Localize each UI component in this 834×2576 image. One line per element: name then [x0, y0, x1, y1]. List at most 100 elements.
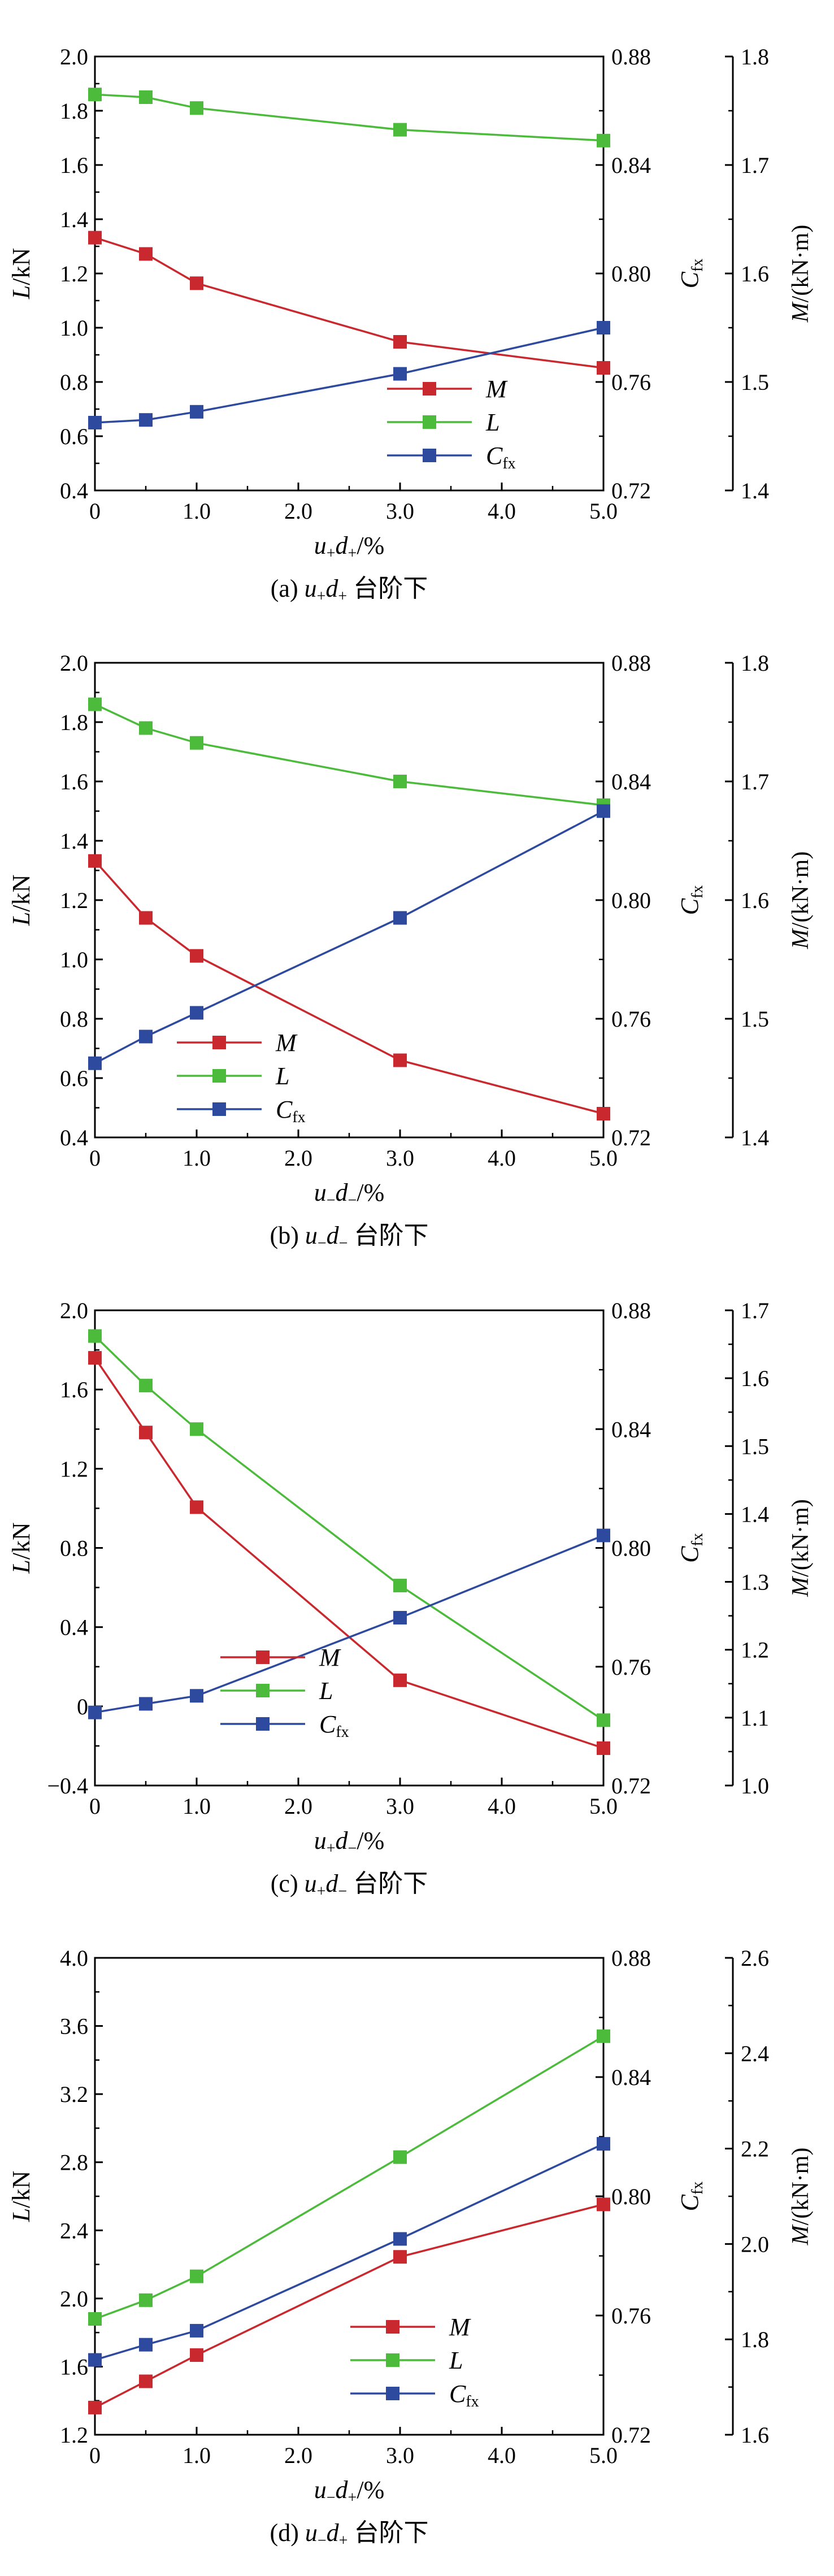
legend-marker-L	[212, 1069, 226, 1083]
mid-tick-label: 0.72	[611, 2422, 651, 2448]
right-tick-label: 1.6	[741, 261, 769, 286]
x-tick-label: 1.0	[183, 1145, 211, 1171]
right-tick-label: 1.8	[741, 2327, 769, 2352]
x-tick-label: 4.0	[488, 498, 516, 524]
data-point-Cfx	[190, 2323, 203, 2338]
mid-tick-label: 0.84	[611, 2065, 651, 2090]
left-tick-label: 1.2	[60, 2422, 88, 2448]
data-point-L	[190, 101, 203, 115]
right-tick-label: 1.4	[741, 1501, 769, 1527]
mid-axis-label: Cfx	[676, 259, 706, 289]
data-point-M	[190, 2348, 203, 2362]
data-point-L	[190, 2269, 203, 2283]
data-point-L	[393, 775, 407, 788]
data-point-M	[597, 1741, 610, 1755]
data-point-M	[393, 2250, 407, 2264]
series-line-L	[94, 703, 604, 806]
legend-marker-Cfx	[423, 449, 436, 462]
left-axis-label: L/kN	[7, 2171, 35, 2222]
right-tick-label: 2.4	[741, 2041, 769, 2066]
right-tick-label: 1.0	[741, 1773, 769, 1799]
legend-label-M: M	[485, 375, 508, 403]
series-line-M	[94, 236, 604, 369]
data-point-M	[597, 1107, 610, 1120]
data-point-Cfx	[393, 367, 407, 381]
right-tick-label: 2.0	[741, 2231, 769, 2257]
data-point-Cfx	[190, 405, 203, 419]
left-tick-label: 2.0	[60, 44, 88, 69]
x-tick-label: 0	[89, 2443, 101, 2468]
plot-frame	[94, 55, 605, 492]
data-point-L	[393, 123, 407, 137]
right-tick-label: 1.7	[741, 769, 769, 794]
x-tick-label: 4.0	[488, 2443, 516, 2468]
data-point-M	[190, 949, 203, 963]
mid-tick-label: 0.76	[611, 1006, 651, 1032]
left-tick-label: 1.6	[60, 769, 88, 794]
series-line-Cfx	[94, 2143, 604, 2361]
right-tick-label: 1.1	[741, 1705, 769, 1731]
data-point-Cfx	[393, 1611, 407, 1625]
data-point-L	[393, 1579, 407, 1593]
x-tick-label: 5.0	[589, 1793, 618, 1819]
series-line-L	[94, 1335, 604, 1721]
right-tick-label: 1.6	[741, 1366, 769, 1391]
x-axis-label: u+d−/%	[314, 1827, 384, 1857]
x-axis-label: u−d+/%	[314, 2476, 384, 2507]
series-line-M	[94, 2203, 604, 2409]
data-point-M	[139, 911, 153, 925]
right-tick-label: 1.4	[741, 1125, 769, 1150]
right-tick-label: 1.7	[741, 153, 769, 178]
legend-label-Cfx: Cfx	[449, 2380, 479, 2410]
mid-tick-label: 0.76	[611, 2303, 651, 2329]
mid-tick-label: 0.72	[611, 478, 651, 503]
left-tick-label: 0.6	[60, 424, 88, 449]
legend-label-Cfx: Cfx	[486, 442, 516, 472]
legend-marker-Cfx	[386, 2387, 399, 2400]
right-tick-label: 1.6	[741, 2422, 769, 2448]
right-axis-label: M/(kN·m)	[788, 225, 814, 323]
x-tick-label: 2.0	[284, 498, 312, 524]
legend-label-M: M	[449, 2313, 471, 2341]
mid-tick-label: 0.84	[611, 769, 651, 794]
x-tick-label: 4.0	[488, 1145, 516, 1171]
x-tick-label: 3.0	[386, 2443, 414, 2468]
legend-label-Cfx: Cfx	[276, 1096, 306, 1126]
data-point-L	[393, 2150, 407, 2164]
data-point-L	[88, 88, 102, 102]
data-point-Cfx	[190, 1689, 203, 1703]
data-point-Cfx	[190, 1006, 203, 1020]
left-tick-label: 1.2	[60, 261, 88, 286]
series-line-M	[94, 1357, 604, 1749]
legend-marker-M	[386, 2320, 399, 2334]
data-point-M	[88, 854, 102, 868]
left-tick-label: 0.4	[60, 1125, 88, 1150]
left-tick-label: 1.2	[60, 888, 88, 913]
mid-tick-label: 0.80	[611, 888, 651, 913]
right-tick-label: 1.2	[741, 1637, 769, 1663]
left-tick-label: 0.8	[60, 370, 88, 395]
legend-marker-M	[212, 1036, 226, 1049]
legend-marker-L	[423, 415, 436, 429]
left-tick-label: 1.0	[60, 315, 88, 341]
right-tick-label: 1.8	[741, 650, 769, 676]
legend-label-L: L	[319, 1677, 333, 1705]
legend-label-L: L	[275, 1062, 289, 1090]
legend-label-L: L	[449, 2347, 463, 2374]
left-tick-label: 1.6	[60, 1377, 88, 1402]
data-point-L	[139, 721, 153, 735]
left-tick-label: 2.8	[60, 2150, 88, 2175]
left-tick-label: 1.0	[60, 947, 88, 972]
data-point-Cfx	[88, 1056, 102, 1070]
data-point-L	[190, 736, 203, 750]
left-axis-label: L/kN	[7, 875, 35, 926]
x-tick-label: 0	[89, 498, 101, 524]
mid-tick-label: 0.88	[611, 650, 651, 676]
data-point-Cfx	[393, 911, 407, 925]
mid-tick-label: 0.88	[611, 44, 651, 69]
data-point-Cfx	[88, 2353, 102, 2367]
mid-tick-label: 0.80	[611, 261, 651, 286]
legend-marker-L	[386, 2353, 399, 2367]
left-tick-label: 0	[77, 1694, 88, 1719]
data-point-Cfx	[597, 804, 610, 818]
